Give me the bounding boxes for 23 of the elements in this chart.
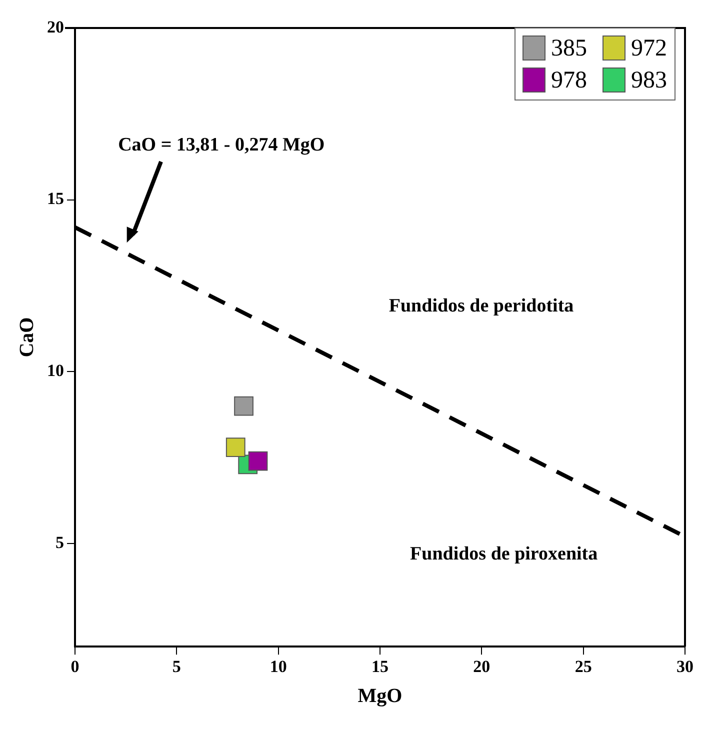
x-tick-label: 25 <box>574 657 592 676</box>
y-tick-label: 5 <box>56 532 64 552</box>
point <box>248 451 268 471</box>
legend-label: 385 <box>551 35 587 62</box>
y-tick-label: 20 <box>47 17 64 36</box>
legend-label: 978 <box>551 67 587 94</box>
y-axis-title: CaO <box>16 317 38 358</box>
x-tick-label: 15 <box>372 657 388 676</box>
x-tick-label: 5 <box>172 657 181 676</box>
x-tick-label: 20 <box>473 657 490 676</box>
legend-label: 972 <box>631 35 667 62</box>
annotation: Fundidos de piroxenita <box>410 543 598 564</box>
y-tick-label: 15 <box>47 189 64 208</box>
legend-label: 983 <box>631 67 667 94</box>
x-tick-label: 0 <box>70 657 80 676</box>
point <box>234 396 254 416</box>
x-tick-label: 30 <box>676 657 694 676</box>
x-axis-title: MgO <box>358 685 402 708</box>
annotation: Fundidos de peridotita <box>388 295 574 316</box>
point <box>226 438 246 457</box>
x-tick-label: 10 <box>270 657 287 676</box>
annotation: CaO = 13,81 - 0,274 MgO <box>118 134 325 156</box>
y-tick-label: 10 <box>47 361 64 380</box>
